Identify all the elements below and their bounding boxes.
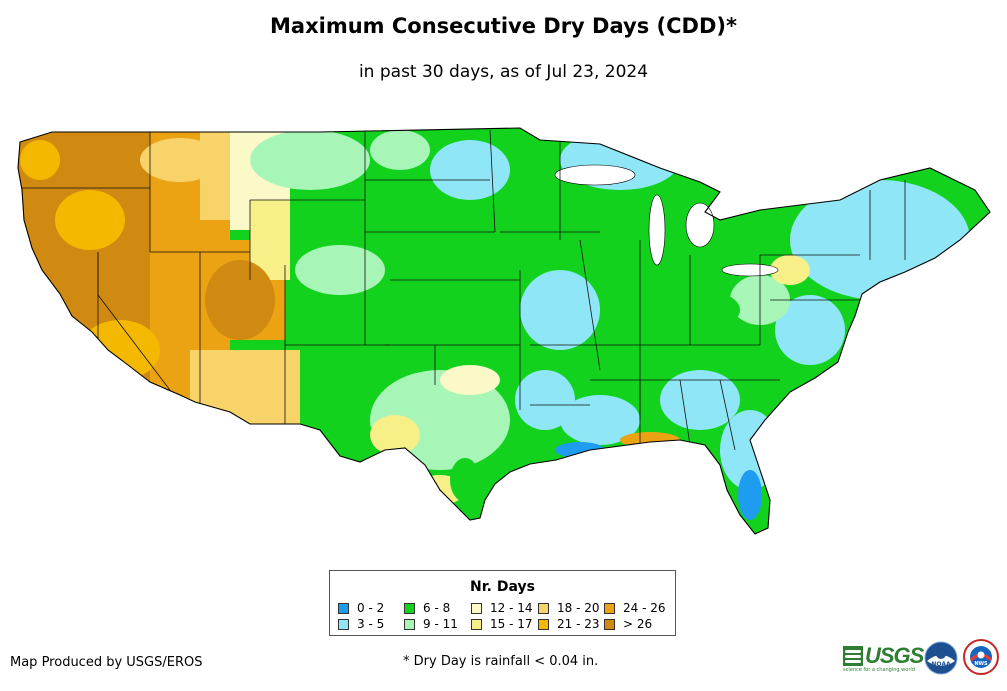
legend-item-24-26: 24 - 26 xyxy=(604,601,666,615)
lake-erie xyxy=(721,263,779,277)
noaa-logo-text: NOAA xyxy=(931,661,951,668)
legend-swatch xyxy=(604,602,615,614)
legend-swatch xyxy=(471,618,482,630)
legend-label: 0 - 2 xyxy=(357,601,385,615)
legend-item-15-17: 15 - 17 xyxy=(471,617,533,631)
noaa-logo: NOAA xyxy=(924,641,958,675)
state-boundaries xyxy=(20,129,906,451)
legend: Nr. Days 0 - 2 3 - 5 6 - 8 9 - 11 12 - 1… xyxy=(329,570,676,636)
map-title: Maximum Consecutive Dry Days (CDD)* xyxy=(270,14,737,38)
nws-logo: NWS xyxy=(963,639,999,675)
us-dry-days-map xyxy=(17,127,991,535)
legend-label: 3 - 5 xyxy=(357,617,385,631)
legend-swatch xyxy=(404,602,415,614)
lake-huron xyxy=(685,202,715,248)
legend-item-9-11: 9 - 11 xyxy=(404,617,458,631)
legend-item-6-8: 6 - 8 xyxy=(404,601,450,615)
map-color-fill xyxy=(18,128,990,534)
legend-item-12-14: 12 - 14 xyxy=(471,601,533,615)
legend-label: 24 - 26 xyxy=(623,601,666,615)
legend-label: 12 - 14 xyxy=(490,601,533,615)
legend-label: 6 - 8 xyxy=(423,601,451,615)
legend-item-0-2: 0 - 2 xyxy=(338,601,384,615)
legend-item-gt-26: > 26 xyxy=(604,617,652,631)
legend-label: > 26 xyxy=(623,617,653,631)
usgs-logo-text: USGS xyxy=(865,643,924,668)
lake-superior xyxy=(554,164,636,186)
lake-michigan xyxy=(648,194,666,266)
legend-label: 15 - 17 xyxy=(490,617,533,631)
map-subtitle: in past 30 days, as of Jul 23, 2024 xyxy=(358,62,649,82)
legend-swatch xyxy=(338,618,349,630)
usgs-tagline: science for a changing world xyxy=(843,667,915,673)
legend-swatch xyxy=(604,618,615,630)
producer-credit: Map Produced by USGS/EROS xyxy=(10,655,203,670)
dry-day-footnote: * Dry Day is rainfall < 0.04 in. xyxy=(403,654,599,669)
legend-swatch xyxy=(404,618,415,630)
legend-title: Nr. Days xyxy=(470,579,535,595)
nws-logo-text: NWS xyxy=(974,661,988,667)
legend-label: 9 - 11 xyxy=(423,617,458,631)
legend-label: 21 - 23 xyxy=(557,617,600,631)
legend-item-18-20: 18 - 20 xyxy=(538,601,600,615)
legend-swatch xyxy=(471,602,482,614)
legend-label: 18 - 20 xyxy=(557,601,600,615)
legend-swatch xyxy=(538,618,549,630)
legend-swatch xyxy=(338,602,349,614)
usgs-wave-icon xyxy=(843,646,863,666)
legend-item-3-5: 3 - 5 xyxy=(338,617,384,631)
legend-item-21-23: 21 - 23 xyxy=(538,617,600,631)
legend-swatch xyxy=(538,602,549,614)
usgs-logo: USGS science for a changing world xyxy=(843,643,924,673)
